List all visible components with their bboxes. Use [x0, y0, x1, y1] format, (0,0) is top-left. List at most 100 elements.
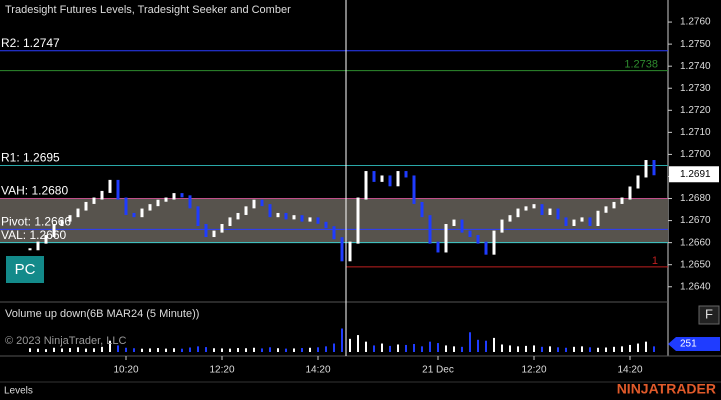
price-marker-label: 1.2691: [680, 169, 711, 180]
pc-button[interactable]: [6, 256, 44, 283]
price-bar: [412, 175, 416, 204]
volume-bar: [349, 338, 351, 352]
price-bar: [356, 197, 360, 244]
volume-bar: [493, 337, 495, 352]
volume-bar: [301, 348, 303, 352]
volume-bar: [597, 347, 599, 352]
price-bar: [68, 215, 72, 222]
volume-bar: [309, 347, 311, 352]
price-bar: [556, 208, 560, 220]
price-bar: [372, 171, 376, 182]
volume-bar: [37, 348, 39, 352]
volume-bar: [197, 346, 199, 352]
price-bar: [148, 204, 152, 211]
volume-bar: [645, 341, 647, 352]
volume-bar: [581, 346, 583, 352]
volume-bar: [109, 340, 111, 352]
volume-bar: [461, 346, 463, 352]
price-bar: [492, 230, 496, 255]
volume-bar: [525, 345, 527, 352]
volume-bar: [269, 347, 271, 352]
volume-bar: [517, 346, 519, 352]
volume-bar: [637, 343, 639, 352]
volume-bar: [261, 348, 263, 352]
volume-marker: [668, 337, 720, 351]
volume-bar: [245, 348, 247, 352]
x-tick-label: 21 Dec: [422, 365, 454, 376]
volume-bar: [365, 341, 367, 352]
price-bar: [116, 179, 120, 200]
volume-bar: [621, 346, 623, 352]
volume-bar: [485, 340, 487, 352]
volume-bar: [565, 347, 567, 352]
price-bar: [252, 199, 256, 209]
price-marker: [669, 166, 719, 183]
volume-bar: [405, 344, 407, 352]
plot: 1.2760 1.2750 1.2740 1.2730 1.2720 1.2710 1.27…: [0, 17, 720, 376]
price-bar: [100, 190, 104, 200]
price-bar: [604, 206, 608, 213]
price-bar: [260, 199, 264, 207]
volume-bar: [221, 348, 223, 352]
f-button[interactable]: [698, 305, 720, 325]
price-bar: [452, 219, 456, 226]
price-bar: [236, 212, 240, 220]
volume-bar: [285, 348, 287, 352]
volume-bar: [253, 347, 255, 352]
price-bar: [52, 224, 56, 238]
y-tick-label: 1.2680: [680, 193, 711, 204]
price-bar: [76, 208, 80, 218]
volume-bar: [605, 347, 607, 352]
price-bar: [588, 217, 592, 226]
price-bar: [324, 221, 328, 229]
volume-bar: [429, 341, 431, 352]
price-bar: [124, 197, 128, 215]
price-bar: [404, 171, 408, 178]
price-bar: [316, 217, 320, 224]
level-label: R2: 1.2747: [1, 36, 60, 50]
price-bar: [212, 230, 216, 238]
price-bar: [524, 206, 528, 211]
level-label: 1.2738: [624, 58, 658, 70]
volume-bar: [93, 348, 95, 352]
volume-bar: [53, 347, 55, 352]
price-bar: [508, 215, 512, 222]
volume-bar: [293, 348, 295, 352]
y-tick-label: 1.2640: [680, 281, 711, 292]
price-bar: [348, 241, 352, 262]
price-bar: [540, 204, 544, 215]
volume-bar: [357, 335, 359, 352]
y-tick-label: 1.2670: [680, 215, 711, 226]
volume-bar: [125, 347, 127, 352]
price-bar: [500, 219, 504, 233]
volume-bar: [453, 346, 455, 352]
price-bar: [196, 206, 200, 226]
price-bar: [156, 199, 160, 207]
price-bar: [292, 215, 296, 220]
price-bar: [380, 175, 384, 182]
price-bar: [268, 204, 272, 218]
price-bar: [596, 210, 600, 226]
volume-bar: [149, 348, 151, 352]
x-tick-label: 10:20: [113, 365, 138, 376]
price-bar: [612, 201, 616, 209]
price-bar: [484, 241, 488, 255]
volume-bar: [533, 345, 535, 352]
price-bar: [140, 208, 144, 218]
volume-bar: [437, 343, 439, 352]
volume-bar: [77, 347, 79, 352]
footer-tab[interactable]: Levels: [4, 386, 33, 397]
volume-bar: [85, 348, 87, 352]
chart-title: Tradesight Futures Levels, Tradesight Se…: [5, 4, 291, 16]
f-button-label[interactable]: F: [705, 306, 713, 321]
price-bar: [108, 179, 112, 193]
price-bar: [580, 217, 584, 222]
price-bar: [620, 197, 624, 204]
price-bar: [652, 160, 656, 176]
pc-button-label[interactable]: PC: [15, 261, 36, 278]
price-bar: [548, 208, 552, 215]
volume-bar: [325, 346, 327, 352]
volume-bar: [501, 344, 503, 352]
volume-bar: [141, 348, 143, 352]
